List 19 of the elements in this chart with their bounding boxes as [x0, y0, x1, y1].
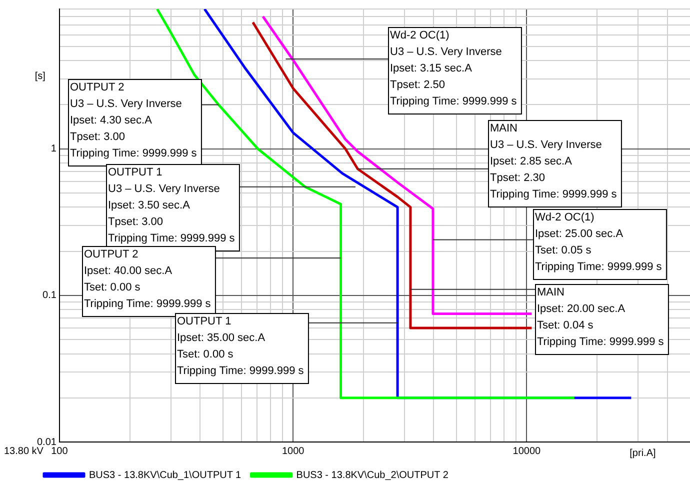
y-tick-label: 0.01: [36, 436, 57, 448]
annotation: OUTPUT 2 U3 – U.S. Very Inverse Ipset: 4.30 sec.A Tpset: 3.00 Tripping Time: 9999.999 s: [70, 82, 198, 160]
legend-label: BUS3 - 13.8KV\Cub_2\OUTPUT 2: [296, 470, 449, 481]
annotation: MAIN Ipset: 20.00 sec.A Tset: 0.04 s Tripping Time: 9999.999 s: [537, 286, 664, 348]
annotation: Wd-2 OC(1) Ipset: 25.00 sec.A Tset: 0.05 s Tripping Time: 9999.999 s: [535, 212, 662, 274]
x-tick-label: 10000: [512, 446, 542, 457]
x-axis-title: [pri.A]: [630, 448, 656, 459]
y-tick-label: 0.1: [42, 290, 57, 302]
annotation: OUTPUT 1 U3 – U.S. Very Inverse Ipset: 3.50 sec.A Tpset: 3.00 Tripping Time: 9999.999 s: [108, 166, 236, 245]
text: 13.80 kV: [4, 446, 44, 457]
annotation: MAIN U3 – U.S. Very Inverse Ipset: 2.85 sec.A Tpset: 2.30 Tripping Time: 9999.999 s: [490, 122, 618, 201]
annotation: Wd-2 OC(1) U3 – U.S. Very Inverse Ipset: 3.15 sec.A Tpset: 2.50 Tripping Time: 9999.999 s: [390, 30, 518, 108]
x-tick-label: 100: [51, 446, 68, 457]
legend-label: BUS3 - 13.8KV\Cub_1\OUTPUT 1: [89, 470, 242, 481]
annotation: OUTPUT 2 Ipset: 40.00 sec.A Tset: 0.00 s Tripping Time: 9999.999 s: [84, 248, 212, 310]
y-axis-title: [s]: [34, 70, 46, 82]
x-tick-label: 1000: [282, 446, 305, 457]
annotation: OUTPUT 1 Ipset: 35.00 sec.A Tset: 0.00 s Tripping Time: 9999.999 s: [177, 316, 304, 378]
y-tick-label: 1: [50, 144, 57, 155]
